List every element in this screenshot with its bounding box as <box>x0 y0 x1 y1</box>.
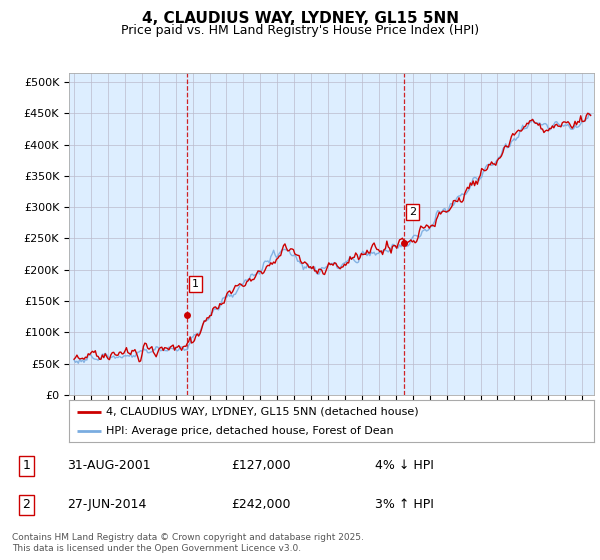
Text: 4% ↓ HPI: 4% ↓ HPI <box>375 459 434 473</box>
Text: £242,000: £242,000 <box>231 498 290 511</box>
Text: 2: 2 <box>22 498 31 511</box>
Text: 27-JUN-2014: 27-JUN-2014 <box>67 498 146 511</box>
Text: 4, CLAUDIUS WAY, LYDNEY, GL15 5NN (detached house): 4, CLAUDIUS WAY, LYDNEY, GL15 5NN (detac… <box>106 407 418 417</box>
Text: £127,000: £127,000 <box>231 459 290 473</box>
Text: 4, CLAUDIUS WAY, LYDNEY, GL15 5NN: 4, CLAUDIUS WAY, LYDNEY, GL15 5NN <box>142 11 458 26</box>
Text: 31-AUG-2001: 31-AUG-2001 <box>67 459 151 473</box>
Text: 3% ↑ HPI: 3% ↑ HPI <box>375 498 434 511</box>
Text: 2: 2 <box>409 207 416 217</box>
Text: Price paid vs. HM Land Registry's House Price Index (HPI): Price paid vs. HM Land Registry's House … <box>121 24 479 37</box>
Text: HPI: Average price, detached house, Forest of Dean: HPI: Average price, detached house, Fore… <box>106 426 394 436</box>
Text: Contains HM Land Registry data © Crown copyright and database right 2025.
This d: Contains HM Land Registry data © Crown c… <box>12 533 364 553</box>
Text: 1: 1 <box>192 279 199 289</box>
Text: 1: 1 <box>22 459 31 473</box>
